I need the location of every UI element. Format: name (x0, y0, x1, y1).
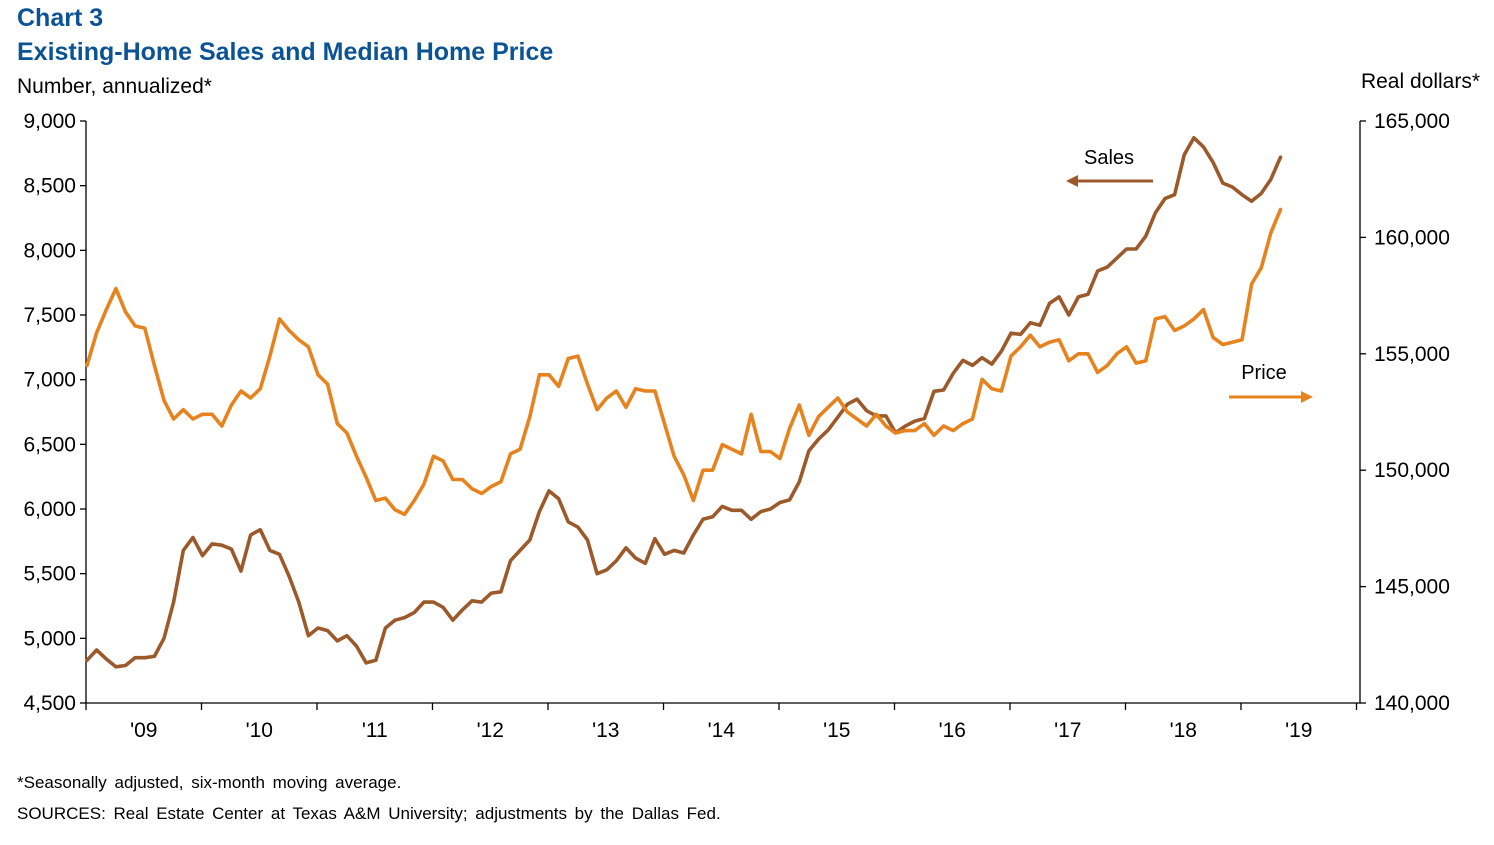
left-tick-label: 7,000 (23, 369, 76, 392)
left-axis-label: Number, annualized* (17, 75, 212, 98)
left-tick-label: 7,500 (23, 304, 76, 327)
axes-group: 4,500 5,000 5,500 6,000 6,500 7,000 7,500 8,000… (23, 110, 1449, 742)
series-layer (85, 136, 1283, 669)
left-tick-label: 4,500 (23, 692, 76, 715)
x-tick-label: '16 (939, 719, 966, 742)
left-tick-label: 5,500 (23, 563, 76, 586)
left-tick-label: 5,000 (23, 627, 76, 650)
left-tick-label: 8,000 (23, 239, 76, 262)
right-tick-label: 145,000 (1374, 576, 1450, 599)
price-arrowhead (1301, 391, 1313, 403)
x-tick-label: '11 (362, 719, 388, 742)
x-tick-label: '19 (1285, 719, 1312, 742)
footnote-seasonal: *Seasonally adjusted, six-month moving a… (17, 773, 402, 792)
price-annotation-label: Price (1241, 362, 1287, 384)
x-tick-label: '14 (708, 719, 736, 742)
right-tick-label: 140,000 (1374, 692, 1450, 715)
annotations-group: Sales Price (1066, 147, 1313, 403)
x-tick-label: '15 (823, 719, 850, 742)
x-tick-label: '18 (1170, 719, 1197, 742)
x-tick-label: '09 (130, 719, 157, 742)
chart-kicker: Chart 3 (17, 4, 104, 32)
left-tick-label: 6,500 (23, 433, 76, 456)
right-tick-label: 165,000 (1374, 110, 1450, 133)
left-tick-label: 9,000 (23, 110, 76, 133)
left-tick-label: 8,500 (23, 175, 76, 198)
right-tick-label: 150,000 (1374, 459, 1450, 482)
x-tick-label: '17 (1054, 719, 1081, 742)
price-series-line (85, 207, 1283, 517)
footnote-sources: SOURCES: Real Estate Center at Texas A&M… (17, 804, 721, 823)
right-tick-label: 155,000 (1374, 343, 1450, 366)
sales-annotation-label: Sales (1084, 147, 1134, 169)
sales-arrowhead (1066, 175, 1078, 187)
chart-title: Existing-Home Sales and Median Home Pric… (17, 38, 554, 66)
sales-series-line (85, 136, 1283, 669)
right-tick-label: 160,000 (1374, 226, 1450, 249)
x-tick-label: '12 (477, 719, 504, 742)
left-tick-label: 6,000 (23, 498, 76, 521)
x-tick-label: '10 (246, 719, 273, 742)
right-axis-label: Real dollars* (1360, 70, 1480, 93)
x-tick-label: '13 (592, 719, 619, 742)
